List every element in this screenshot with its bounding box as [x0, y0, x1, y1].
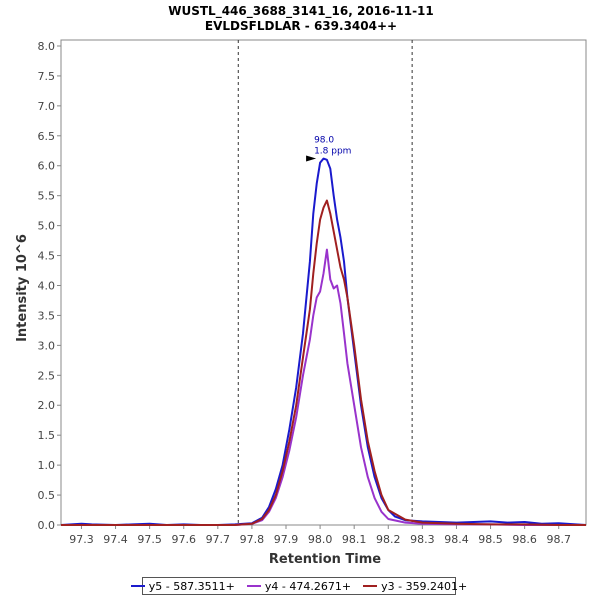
- x-tick-label: 97.7: [206, 533, 231, 546]
- x-tick-label: 97.5: [137, 533, 162, 546]
- y-tick-label: 7.0: [38, 100, 56, 113]
- y-tick-label: 6.5: [38, 130, 56, 143]
- legend-swatch: [246, 585, 261, 587]
- x-tick-label: 98.6: [512, 533, 537, 546]
- series-line: [61, 248, 586, 526]
- legend: y5 - 587.3511+ y4 - 474.2671+ y3 - 359.240…: [130, 577, 467, 595]
- peak-marker-icon: [306, 155, 317, 162]
- x-tick-label: 97.8: [240, 533, 265, 546]
- x-tick-label: 98.5: [478, 533, 503, 546]
- y-axis: 0.0 0.5 1.0 1.5 2.0 2.5 3.0 3.5 4.0 4.5 5.0 5.5 6.0 6…: [38, 40, 61, 532]
- y-tick-label: 0.0: [38, 519, 56, 532]
- y-tick-label: 7.5: [38, 70, 56, 83]
- y-tick-label: 1.0: [38, 459, 56, 472]
- x-tick-label: 98.3: [410, 533, 435, 546]
- legend-label: y3 - 359.2401+: [381, 579, 468, 593]
- y-axis-label: Intensity 10^6: [15, 234, 30, 342]
- y-tick-label: 3.0: [38, 339, 56, 352]
- y-tick-label: 4.0: [38, 279, 56, 292]
- y-tick-label: 2.5: [38, 369, 56, 382]
- legend-swatch: [130, 585, 145, 587]
- series-line: [61, 199, 586, 526]
- peak-annotation: 98.0 1.8 ppm: [306, 136, 351, 162]
- peak-rt-label: 98.0: [314, 136, 334, 146]
- y-tick-label: 0.5: [38, 489, 56, 502]
- x-tick-label: 97.3: [69, 533, 94, 546]
- legend-item: y3 - 359.2401+: [363, 580, 467, 593]
- x-tick-label: 97.6: [171, 533, 196, 546]
- y-tick-label: 8.0: [38, 40, 56, 53]
- legend-label: y5 - 587.3511+: [148, 579, 235, 593]
- y-tick-label: 5.0: [38, 220, 56, 233]
- y-tick-label: 3.5: [38, 309, 56, 322]
- x-tick-label: 98.1: [342, 533, 367, 546]
- legend-swatch: [363, 585, 378, 587]
- x-tick-label: 97.4: [103, 533, 128, 546]
- peak-ppm-label: 1.8 ppm: [314, 147, 351, 157]
- x-axis-label: Retention Time: [269, 552, 381, 567]
- chart-title: WUSTL_446_3688_3141_16, 2016-11-11: [168, 4, 434, 19]
- x-axis: 97.3 97.4 97.5 97.6 97.7 97.8 97.9 98.0 98.1 98.2…: [69, 525, 571, 546]
- x-tick-label: 97.9: [274, 533, 299, 546]
- x-tick-label: 98.4: [444, 533, 469, 546]
- legend-item: y5 - 587.3511+: [130, 579, 235, 593]
- legend-item: y4 - 474.2671+: [246, 579, 352, 593]
- y-tick-label: 1.5: [38, 429, 56, 442]
- series-layer: [60, 157, 587, 526]
- chromatogram-chart: WUSTL_446_3688_3141_16, 2016-11-11 EVLDS…: [15, 4, 587, 567]
- integration-bounds: [237, 40, 413, 525]
- x-tick-label: 98.0: [308, 533, 333, 546]
- x-tick-label: 98.7: [546, 533, 571, 546]
- legend-label: y4 - 474.2671+: [264, 579, 352, 593]
- y-tick-label: 5.5: [38, 190, 56, 203]
- y-tick-label: 2.0: [38, 399, 56, 412]
- plot-area: [60, 39, 587, 526]
- x-tick-label: 98.2: [376, 533, 401, 546]
- y-tick-label: 4.5: [38, 250, 56, 263]
- chart-subtitle: EVLDSFLDLAR - 639.3404++: [205, 19, 397, 33]
- y-tick-label: 6.0: [38, 160, 56, 173]
